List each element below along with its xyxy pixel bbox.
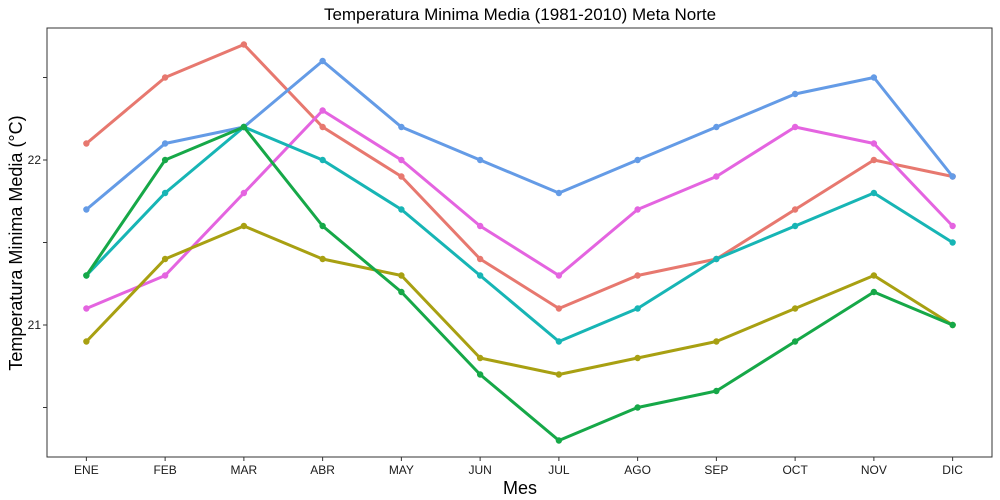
y-axis: 21 22 (28, 77, 47, 408)
data-point (161, 255, 169, 263)
data-point (555, 437, 563, 444)
x-tick-label: ENE (74, 463, 99, 477)
x-tick-label: JUN (468, 463, 491, 477)
x-tick-label: DIC (942, 463, 963, 477)
data-point (476, 222, 484, 230)
data-point (83, 338, 90, 345)
data-point (398, 156, 405, 164)
series-line (84, 224, 955, 376)
data-point (240, 123, 248, 131)
data-point (634, 206, 641, 213)
data-point (555, 338, 563, 345)
data-point (398, 272, 405, 279)
data-point (949, 222, 956, 230)
data-point (870, 156, 878, 164)
series-line (84, 59, 955, 211)
data-point (555, 305, 563, 312)
data-point (398, 123, 405, 131)
data-point (791, 222, 799, 230)
data-point (791, 338, 799, 345)
data-point (319, 222, 326, 230)
data-point (398, 173, 405, 180)
data-point (634, 354, 641, 362)
data-point (476, 156, 484, 164)
data-point (83, 272, 90, 279)
chart-title: Temperatura Minima Media (1981-2010) Met… (324, 5, 716, 24)
data-point (791, 90, 799, 98)
series-lines (83, 41, 956, 444)
data-point (240, 41, 248, 48)
data-point (83, 206, 90, 213)
data-point (161, 140, 169, 147)
data-point (949, 239, 956, 246)
data-point (476, 255, 484, 263)
data-point (949, 321, 956, 329)
series-line (84, 125, 955, 442)
data-point (476, 371, 484, 378)
x-tick-label: SEP (704, 463, 728, 477)
data-point (713, 255, 720, 263)
data-point (319, 156, 326, 164)
x-tick-label: FEB (153, 463, 176, 477)
x-tick-label: AGO (624, 463, 651, 477)
data-point (870, 140, 878, 147)
series-5 (83, 222, 956, 378)
series-2 (83, 57, 956, 213)
data-point (240, 222, 248, 230)
data-point (319, 57, 326, 65)
series-6 (83, 123, 956, 444)
y-tick-label: 21 (28, 318, 42, 332)
series-line (84, 125, 955, 343)
data-point (634, 305, 641, 312)
data-point (870, 74, 878, 81)
data-point (398, 288, 405, 296)
x-tick-label: MAY (389, 463, 414, 477)
data-point (870, 288, 878, 296)
data-point (949, 173, 956, 180)
series-3 (83, 107, 956, 312)
data-point (634, 404, 641, 411)
data-point (319, 255, 326, 263)
data-point (713, 338, 720, 345)
series-4 (83, 123, 956, 345)
y-axis-title: Temperatura Minima Media (°C) (6, 115, 26, 370)
data-point (476, 354, 484, 362)
x-tick-label: JUL (548, 463, 570, 477)
data-point (83, 305, 90, 312)
data-point (634, 156, 641, 164)
data-point (476, 272, 484, 279)
data-point (240, 189, 248, 197)
x-tick-label: OCT (782, 463, 808, 477)
x-axis-title: Mes (503, 478, 537, 498)
y-tick-label: 22 (28, 153, 42, 167)
data-point (713, 123, 720, 131)
data-point (555, 189, 563, 197)
x-tick-label: MAR (231, 463, 258, 477)
series-line (84, 109, 955, 310)
plot-panel (46, 27, 993, 458)
data-point (161, 74, 169, 81)
data-point (161, 272, 169, 279)
data-point (791, 206, 799, 213)
x-tick-label: ABR (310, 463, 335, 477)
data-point (870, 272, 878, 279)
x-tick-label: NOV (861, 463, 887, 477)
data-point (83, 140, 90, 147)
data-point (555, 371, 563, 378)
data-point (398, 206, 405, 213)
data-point (870, 189, 878, 197)
data-point (713, 173, 720, 180)
data-point (634, 272, 641, 279)
data-point (713, 387, 720, 395)
data-point (161, 189, 169, 197)
data-point (791, 305, 799, 312)
data-point (319, 123, 326, 131)
data-point (791, 123, 799, 131)
series-line (84, 43, 955, 310)
data-point (161, 156, 169, 164)
data-point (555, 272, 563, 279)
x-axis: ENE FEB MAR ABR MAY JUN JUL AGO SEP OCT NOV DIC (74, 457, 963, 477)
data-point (319, 107, 326, 114)
